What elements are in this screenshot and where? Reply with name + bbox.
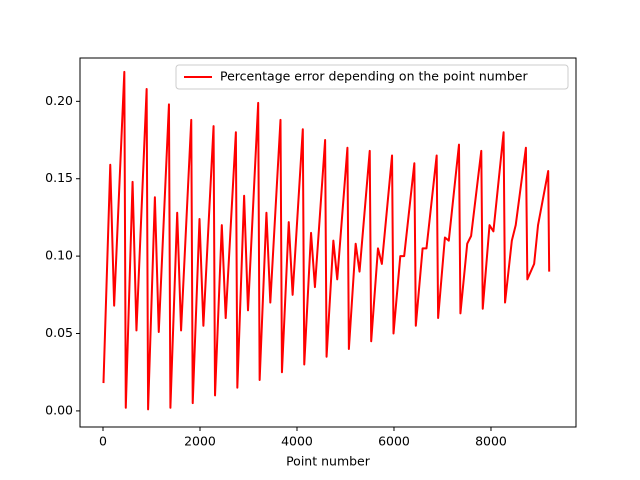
y-tick-label: 0.15	[45, 170, 73, 185]
x-tick-label: 2000	[184, 434, 216, 449]
x-tick-label: 6000	[378, 434, 410, 449]
x-tick-label: 0	[99, 434, 107, 449]
x-tick-label: 8000	[475, 434, 507, 449]
plot-frame	[79, 57, 577, 428]
legend-box	[175, 64, 569, 90]
x-axis-label: Point number	[286, 454, 371, 469]
x-tick-label: 4000	[281, 434, 313, 449]
series-line	[102, 70, 551, 411]
legend-label: Percentage error depending on the point …	[220, 69, 528, 84]
y-tick-label: 0.20	[45, 93, 73, 108]
y-tick-label: 0.10	[45, 248, 73, 263]
y-tick-label: 0.00	[45, 402, 73, 417]
y-tick-label: 0.05	[45, 325, 73, 340]
